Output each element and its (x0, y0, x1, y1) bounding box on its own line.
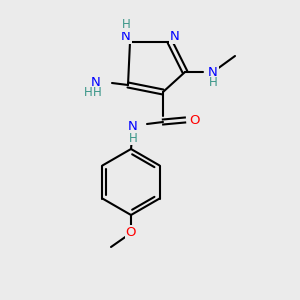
Text: H: H (129, 131, 137, 145)
Text: N: N (170, 29, 180, 43)
Text: N: N (128, 121, 138, 134)
Text: H: H (84, 86, 92, 100)
Text: O: O (190, 113, 200, 127)
Text: N: N (208, 65, 218, 79)
Text: N: N (91, 76, 101, 89)
Text: N: N (121, 29, 131, 43)
Text: H: H (208, 76, 217, 89)
Text: H: H (93, 86, 101, 100)
Text: O: O (126, 226, 136, 239)
Text: H: H (122, 19, 130, 32)
